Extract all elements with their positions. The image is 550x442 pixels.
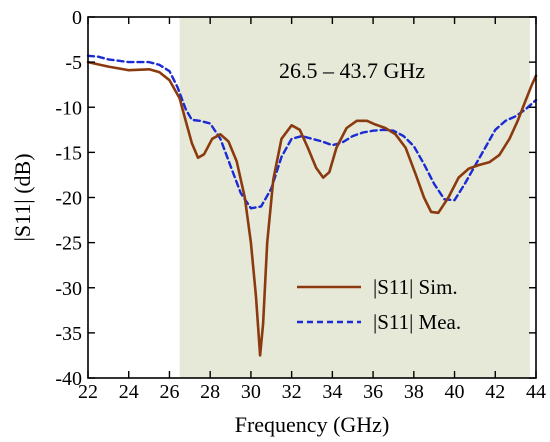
y-tick-label: 0 [72, 7, 82, 29]
x-tick-label: 40 [445, 381, 465, 403]
series-line-mea [86, 54, 538, 210]
x-tick-label: 26 [159, 381, 179, 403]
legend-label-mea: |S11| Mea. [373, 310, 461, 334]
x-tick-label: 30 [241, 381, 261, 403]
legend: |S11| Sim. |S11| Mea. [297, 275, 461, 334]
y-tick-label: -40 [55, 368, 82, 390]
x-tick-label: 34 [322, 381, 342, 403]
legend-label-sim: |S11| Sim. [373, 275, 458, 299]
x-tick-label: 38 [404, 381, 424, 403]
y-tick-label: -10 [55, 97, 82, 119]
y-tick-label: -30 [55, 278, 82, 300]
band-annotation: 26.5 – 43.7 GHz [279, 58, 425, 83]
x-tick-label: 36 [363, 381, 383, 403]
x-tick-label: 32 [282, 381, 302, 403]
x-tick-label: 44 [526, 381, 546, 403]
x-axis-label: Frequency (GHz) [235, 412, 390, 437]
x-tick-label: 22 [78, 381, 98, 403]
y-tick-label: -35 [55, 323, 82, 345]
y-tick-label: -25 [55, 233, 82, 255]
y-tick-label: -20 [55, 188, 82, 210]
x-tick-label: 42 [485, 381, 505, 403]
y-tick-label: -15 [55, 142, 82, 164]
series-line-sim [86, 60, 538, 357]
operating-band [179, 17, 530, 378]
x-tick-label: 24 [119, 381, 139, 403]
y-axis-label: |S11| (dB) [10, 153, 35, 241]
y-tick-label: -5 [65, 52, 82, 74]
x-tick-label: 28 [200, 381, 220, 403]
